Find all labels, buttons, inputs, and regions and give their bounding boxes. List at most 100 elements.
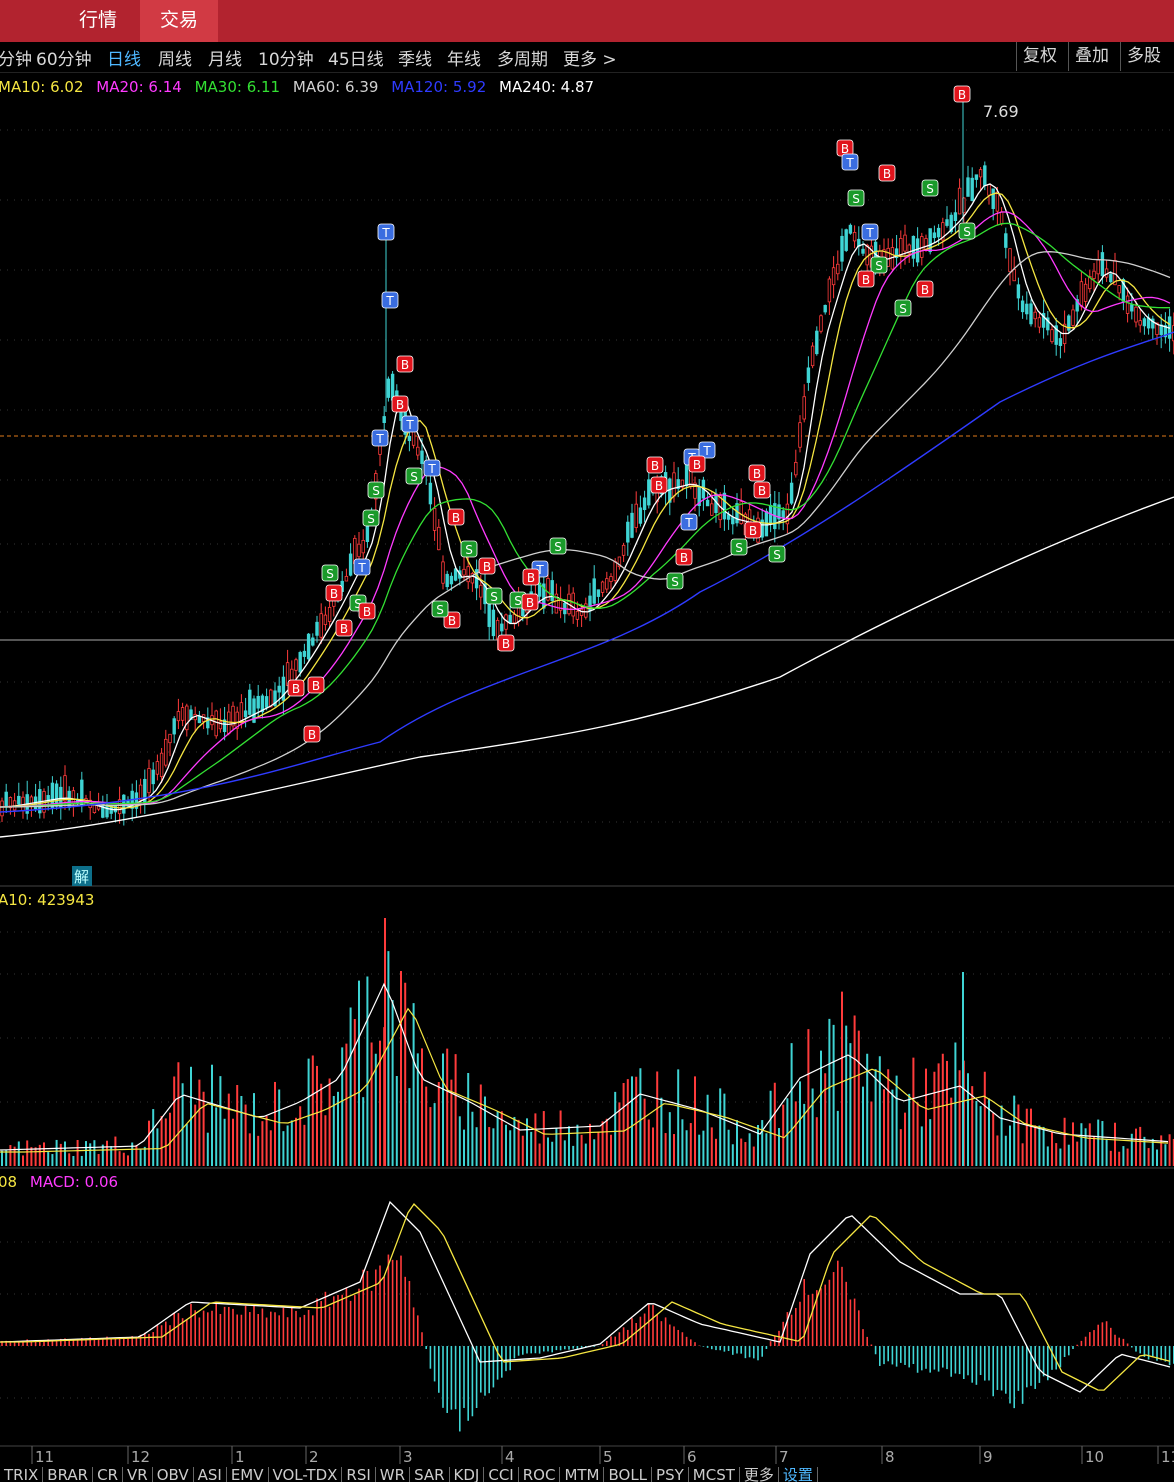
indicator-tab-sar[interactable]: SAR	[410, 1467, 450, 1482]
signal-marker-s[interactable]	[894, 299, 912, 317]
signal-marker-b[interactable]	[916, 280, 934, 298]
signal-marker-b[interactable]	[391, 395, 409, 413]
signal-marker-s[interactable]	[870, 256, 888, 274]
signal-marker-s[interactable]	[730, 538, 748, 556]
period-10min[interactable]: 10分钟	[258, 50, 314, 70]
indicator-tab-brar[interactable]: BRAR	[43, 1467, 94, 1482]
signal-marker-t[interactable]	[377, 223, 395, 241]
period-daily[interactable]: 日线	[107, 50, 141, 70]
signal-marker-s[interactable]	[321, 564, 339, 582]
signal-marker-s[interactable]	[549, 537, 567, 555]
tab-market[interactable]: 行情	[78, 9, 117, 31]
signal-marker-t[interactable]	[371, 429, 389, 447]
overlay-button[interactable]: 叠加	[1068, 42, 1115, 71]
signal-marker-t[interactable]	[841, 153, 859, 171]
indicator-tab-boll[interactable]: BOLL	[604, 1467, 653, 1482]
signal-marker-t[interactable]	[680, 513, 698, 531]
ma60-line	[0, 251, 1171, 808]
signal-marker-b[interactable]	[325, 584, 343, 602]
signal-marker-b[interactable]	[646, 456, 664, 474]
signal-marker-b[interactable]	[522, 568, 540, 586]
signal-marker-b[interactable]	[307, 676, 325, 694]
signal-marker-t[interactable]	[353, 558, 371, 576]
signal-marker-s[interactable]	[921, 179, 939, 197]
indicator-tab-cci[interactable]: CCI	[484, 1467, 519, 1482]
signal-marker-b[interactable]	[688, 455, 706, 473]
candle-body	[512, 613, 517, 624]
period-more[interactable]: 更多 >	[563, 50, 617, 70]
period-60min[interactable]: 60分钟	[36, 50, 92, 70]
signal-letter: T	[375, 432, 384, 446]
signal-marker-b[interactable]	[335, 619, 353, 637]
signal-marker-b[interactable]	[857, 270, 875, 288]
kline-chart-canvas[interactable]: TTBBTTTSSSBSBSBBSSTBSBBBBBSTBSBBBTTBTBSB…	[0, 72, 1174, 1466]
signal-marker-b[interactable]	[497, 634, 515, 652]
signal-marker-b[interactable]	[358, 602, 376, 620]
indicator-tab-psy[interactable]: PSY	[652, 1467, 689, 1482]
candle-body	[676, 479, 680, 489]
ma240-value: MA240: 4.87	[499, 78, 595, 96]
period-monthly[interactable]: 月线	[208, 50, 242, 70]
unlock-marker[interactable]: 解	[74, 868, 89, 886]
signal-marker-s[interactable]	[768, 545, 786, 563]
indicator-tab-cr[interactable]: CR	[93, 1467, 123, 1482]
indicator-tab-emv[interactable]: EMV	[227, 1467, 269, 1482]
signal-marker-b[interactable]	[521, 593, 539, 611]
signal-marker-s[interactable]	[666, 572, 684, 590]
signal-marker-s[interactable]	[367, 481, 385, 499]
period-45day[interactable]: 45日线	[328, 50, 384, 70]
signal-marker-b[interactable]	[303, 725, 321, 743]
candle-body	[1088, 276, 1092, 290]
signal-marker-s[interactable]	[958, 222, 976, 240]
signal-marker-b[interactable]	[478, 557, 496, 575]
indicator-tab-vol-tdx[interactable]: VOL-TDX	[269, 1467, 343, 1482]
multi-stock-button[interactable]: 多股	[1120, 42, 1167, 71]
indicator-tab-mcst[interactable]: MCST	[689, 1467, 740, 1482]
indicator-tab-trix[interactable]: TRIX	[0, 1467, 44, 1482]
signal-marker-b[interactable]	[878, 164, 896, 182]
signal-marker-b[interactable]	[396, 355, 414, 373]
period-multi[interactable]: 多周期	[497, 50, 548, 70]
indicator-tab-asi[interactable]: ASI	[194, 1467, 227, 1482]
candle-body	[1020, 300, 1025, 313]
signal-marker-s[interactable]	[431, 600, 449, 618]
period-yearly[interactable]: 年线	[447, 50, 481, 70]
indicator-tab-设置[interactable]: 设置	[779, 1467, 818, 1482]
signal-marker-b[interactable]	[447, 508, 465, 526]
signal-marker-b[interactable]	[443, 611, 461, 629]
signal-marker-s[interactable]	[405, 467, 423, 485]
indicator-tab-kdj[interactable]: KDJ	[450, 1467, 485, 1482]
candle-body	[117, 799, 122, 815]
indicator-tab-更多[interactable]: 更多	[740, 1467, 779, 1482]
candle-body	[957, 187, 962, 215]
indicator-tab-wr[interactable]: WR	[376, 1467, 411, 1482]
indicator-tab-roc[interactable]: ROC	[519, 1467, 561, 1482]
indicator-tab-rsi[interactable]: RSI	[342, 1467, 376, 1482]
period-weekly[interactable]: 周线	[158, 50, 192, 70]
signal-marker-t[interactable]	[381, 291, 399, 309]
signal-marker-s[interactable]	[847, 189, 865, 207]
tab-trade[interactable]: 交易	[140, 0, 218, 42]
period-minute[interactable]: 分钟	[0, 50, 32, 70]
signal-marker-b[interactable]	[953, 85, 971, 103]
signal-marker-b[interactable]	[287, 679, 305, 697]
signal-marker-s[interactable]	[362, 509, 380, 527]
indicator-tab-obv[interactable]: OBV	[153, 1467, 194, 1482]
signal-marker-b[interactable]	[650, 476, 668, 494]
indicator-tab-vr[interactable]: VR	[123, 1467, 153, 1482]
signal-marker-t[interactable]	[698, 441, 716, 459]
signal-marker-b[interactable]	[744, 521, 762, 539]
signal-marker-b[interactable]	[748, 464, 766, 482]
signal-marker-t[interactable]	[401, 415, 419, 433]
candle-body	[239, 702, 244, 724]
signal-marker-t[interactable]	[423, 459, 441, 477]
signal-marker-s[interactable]	[485, 587, 503, 605]
adjust-button[interactable]: 复权	[1016, 42, 1063, 71]
period-quarterly[interactable]: 季线	[398, 50, 432, 70]
signal-marker-b[interactable]	[753, 481, 771, 499]
indicator-tab-mtm[interactable]: MTM	[560, 1467, 605, 1482]
signal-marker-s[interactable]	[460, 540, 478, 558]
signal-marker-t[interactable]	[861, 223, 879, 241]
signal-marker-b[interactable]	[675, 548, 693, 566]
signal-letter: S	[773, 548, 781, 562]
